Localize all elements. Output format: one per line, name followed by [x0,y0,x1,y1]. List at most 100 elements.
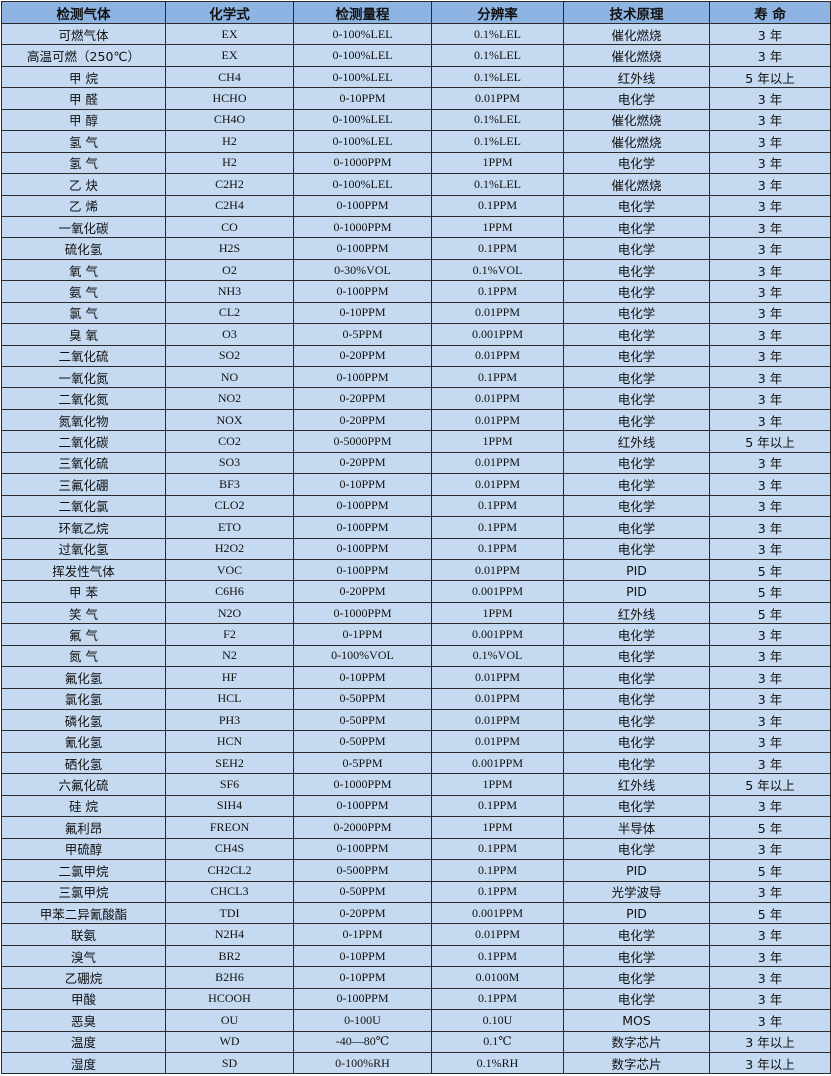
principle-cell: 电化学 [563,473,710,496]
resolution-cell: 0.01PPM [431,387,564,410]
gas-name-cell: 氮 气 [1,644,166,668]
gas-name-cell: 二氯甲烷 [1,859,166,882]
resolution-cell: 0.1PPM [431,859,564,882]
principle-cell: 数字芯片 [563,1051,710,1075]
gas-name-cell: 硒化氢 [1,751,166,775]
resolution-cell: 1PPM [431,773,564,796]
table-row: 甲 醛 HCHO 0-10PPM 0.01PPM 电化学 3 年 [1,87,831,110]
formula-cell: CLO2 [165,494,294,518]
lifespan-cell: 3 年 [709,751,831,775]
range-cell: 0-10PPM [293,301,432,325]
table-row: 一氧化氮 NO 0-100PPM 0.1PPM 电化学 3 年 [1,365,831,389]
lifespan-cell: 3 年 [709,151,831,175]
range-cell: 0-100PPM [293,516,432,539]
range-cell: 0-5PPM [293,323,432,346]
table-row: 甲 烷 CH4 0-100%LEL 0.1%LEL 红外线 5 年以上 [1,65,831,89]
resolution-cell: 0.1PPM [431,537,564,560]
lifespan-cell: 3 年 [709,1009,831,1032]
principle-cell: 电化学 [563,687,710,711]
gas-name-cell: 甲 醇 [1,108,166,132]
gas-name-cell: 环氧乙烷 [1,516,166,539]
principle-cell: 半导体 [563,816,710,839]
lifespan-cell: 3 年 [709,344,831,368]
formula-cell: OU [165,1009,294,1032]
table-row: 温度 WD -40—80℃ 0.1℃ 数字芯片 3 年以上 [1,1030,831,1054]
lifespan-cell: 3 年 [709,87,831,110]
range-cell: 0-100U [293,1009,432,1032]
lifespan-cell: 3 年 [709,708,831,732]
header-resolution: 分辨率 [431,1,564,24]
principle-cell: 电化学 [563,794,710,818]
formula-cell: VOC [165,558,294,582]
lifespan-cell: 3 年 [709,365,831,389]
lifespan-cell: 3 年 [709,258,831,282]
range-cell: 0-1PPM [293,923,432,946]
table-row: 氢 气 H2 0-1000PPM 1PPM 电化学 3 年 [1,151,831,175]
table-row: 甲硫醇 CH4S 0-100PPM 0.1PPM 电化学 3 年 [1,837,831,861]
formula-cell: H2 [165,151,294,175]
formula-cell: CO2 [165,430,294,453]
resolution-cell: 0.1PPM [431,516,564,539]
formula-cell: NOX [165,408,294,432]
gas-name-cell: 一氧化氮 [1,365,166,389]
formula-cell: FREON [165,816,294,839]
lifespan-cell: 3 年 [709,173,831,196]
resolution-cell: 0.01PPM [431,730,564,753]
principle-cell: 催化燃烧 [563,22,710,46]
principle-cell: 电化学 [563,87,710,110]
resolution-cell: 0.1PPM [431,837,564,861]
range-cell: 0-100PPM [293,237,432,260]
formula-cell: N2 [165,644,294,668]
principle-cell: 催化燃烧 [563,130,710,153]
resolution-cell: 0.001PPM [431,623,564,646]
gas-name-cell: 硅 烷 [1,794,166,818]
principle-cell: 电化学 [563,537,710,560]
formula-cell: CL2 [165,301,294,325]
lifespan-cell: 3 年 [709,794,831,818]
resolution-cell: 0.1PPM [431,987,564,1011]
table-row: 硒化氢 SEH2 0-5PPM 0.001PPM 电化学 3 年 [1,751,831,775]
principle-cell: 电化学 [563,923,710,946]
formula-cell: HCL [165,687,294,711]
gas-name-cell: 湿度 [1,1051,166,1075]
table-row: 笑 气 N2O 0-1000PPM 1PPM 红外线 5 年 [1,601,831,625]
resolution-cell: 1PPM [431,816,564,839]
table-row: 甲酸 HCOOH 0-100PPM 0.1PPM 电化学 3 年 [1,987,831,1011]
gas-name-cell: 乙硼烷 [1,966,166,989]
table-row: 氟 气 F2 0-1PPM 0.001PPM 电化学 3 年 [1,623,831,646]
range-cell: 0-100PPM [293,558,432,582]
table-row: 甲 醇 CH4O 0-100%LEL 0.1%LEL 催化燃烧 3 年 [1,108,831,132]
table-row: 过氧化氢 H2O2 0-100PPM 0.1PPM 电化学 3 年 [1,537,831,560]
formula-cell: HCHO [165,87,294,110]
resolution-cell: 0.01PPM [431,451,564,475]
lifespan-cell: 3 年 [709,623,831,646]
lifespan-cell: 3 年 [709,837,831,861]
lifespan-cell: 3 年 [709,301,831,325]
resolution-cell: 0.001PPM [431,901,564,925]
lifespan-cell: 5 年以上 [709,65,831,89]
range-cell: 0-100%RH [293,1051,432,1075]
principle-cell: 电化学 [563,323,710,346]
gas-name-cell: 甲苯二异氰酸酯 [1,901,166,925]
resolution-cell: 1PPM [431,151,564,175]
gas-name-cell: 温度 [1,1030,166,1054]
range-cell: 0-100%LEL [293,173,432,196]
resolution-cell: 0.0100M [431,966,564,989]
formula-cell: H2 [165,130,294,153]
formula-cell: ETO [165,516,294,539]
lifespan-cell: 3 年 [709,451,831,475]
principle-cell: 红外线 [563,601,710,625]
range-cell: 0-5000PPM [293,430,432,453]
range-cell: 0-500PPM [293,859,432,882]
range-cell: 0-1PPM [293,623,432,646]
lifespan-cell: 3 年 [709,687,831,711]
lifespan-cell: 3 年 [709,323,831,346]
principle-cell: 电化学 [563,258,710,282]
principle-cell: PID [563,901,710,925]
table-row: 氮氧化物 NOX 0-20PPM 0.01PPM 电化学 3 年 [1,408,831,432]
gas-name-cell: 氟化氢 [1,666,166,689]
lifespan-cell: 3 年 [709,387,831,410]
resolution-cell: 0.1%LEL [431,108,564,132]
range-cell: 0-100PPM [293,194,432,217]
